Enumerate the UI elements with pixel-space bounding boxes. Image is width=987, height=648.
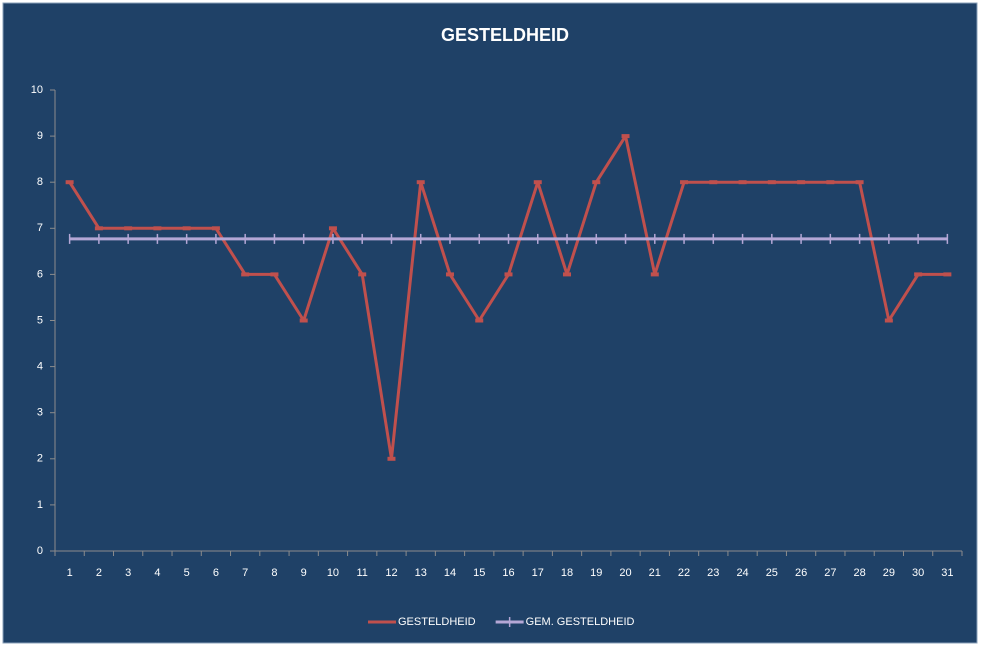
y-tick-label: 6 <box>37 268 43 280</box>
y-tick-label: 2 <box>37 453 43 465</box>
x-tick-label: 24 <box>736 567 748 579</box>
y-tick-label: 4 <box>37 361 43 373</box>
y-tick-label: 0 <box>37 545 43 557</box>
x-tick-label: 22 <box>678 567 690 579</box>
x-tick-label: 23 <box>707 567 719 579</box>
y-tick-label: 5 <box>37 314 43 326</box>
x-tick-label: 14 <box>444 567 456 579</box>
y-tick-label: 8 <box>37 176 43 188</box>
x-tick-label: 27 <box>824 567 836 579</box>
y-tick-label: 3 <box>37 407 43 419</box>
x-tick-label: 26 <box>795 567 807 579</box>
y-tick-label: 10 <box>31 84 43 96</box>
x-tick-label: 25 <box>766 567 778 579</box>
x-tick-label: 16 <box>502 567 514 579</box>
y-tick-label: 1 <box>37 499 43 511</box>
y-tick-label: 9 <box>37 130 43 142</box>
x-tick-label: 2 <box>96 567 102 579</box>
x-tick-label: 21 <box>649 567 661 579</box>
chart-background <box>2 2 978 644</box>
y-tick-label: 7 <box>37 222 43 234</box>
x-tick-label: 7 <box>242 567 248 579</box>
x-tick-label: 11 <box>356 567 367 579</box>
x-tick-label: 15 <box>473 567 485 579</box>
x-tick-label: 6 <box>213 567 219 579</box>
legend-label: GEM. GESTELDHEID <box>526 616 635 628</box>
x-tick-label: 3 <box>125 567 131 579</box>
x-tick-label: 12 <box>385 567 397 579</box>
x-tick-label: 18 <box>561 567 573 579</box>
x-tick-label: 10 <box>327 567 339 579</box>
x-tick-label: 9 <box>301 567 307 579</box>
x-tick-label: 29 <box>883 567 895 579</box>
x-tick-label: 13 <box>415 567 427 579</box>
x-tick-label: 31 <box>941 567 953 579</box>
x-tick-label: 8 <box>271 567 277 579</box>
x-tick-label: 30 <box>912 567 924 579</box>
x-tick-label: 28 <box>853 567 865 579</box>
x-tick-label: 19 <box>590 567 602 579</box>
x-tick-label: 5 <box>184 567 190 579</box>
x-tick-label: 4 <box>154 567 160 579</box>
chart-title: GESTELDHEID <box>441 25 569 45</box>
x-tick-label: 17 <box>532 567 544 579</box>
legend-label: GESTELDHEID <box>398 616 476 628</box>
x-tick-label: 1 <box>67 567 73 579</box>
x-tick-label: 20 <box>619 567 631 579</box>
